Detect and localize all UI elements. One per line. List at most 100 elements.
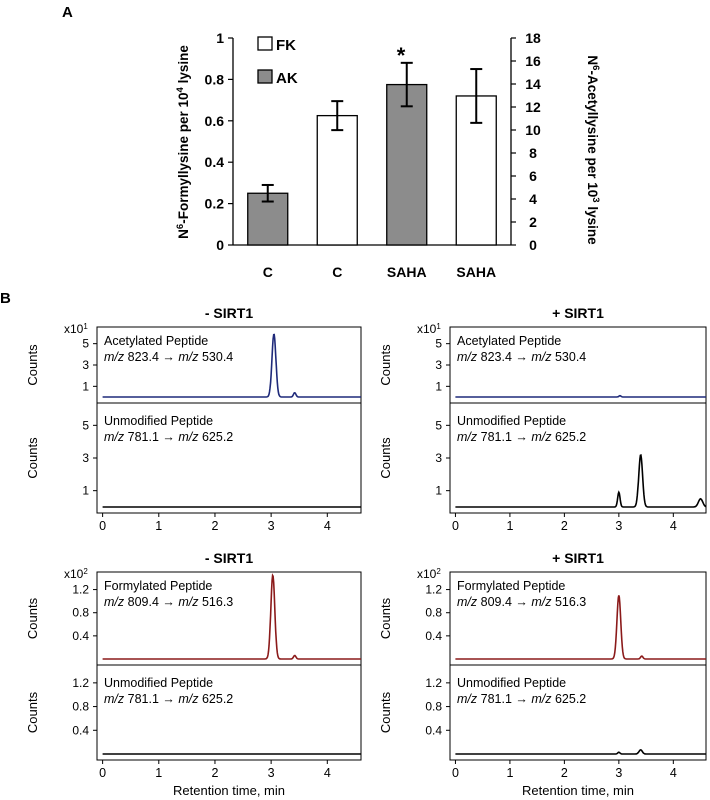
left-y-axis-label: N6-Formyllysine per 104 lysine bbox=[175, 45, 192, 239]
right-y-tick-label: 2 bbox=[529, 214, 537, 230]
y-tick-label: 1.2 bbox=[72, 676, 89, 690]
x-category-label: C bbox=[332, 264, 342, 280]
x-tick-label: 0 bbox=[452, 519, 459, 533]
x-tick-label: 4 bbox=[324, 519, 331, 533]
label-part: lysine bbox=[585, 203, 600, 246]
mz-value: 823.4 → bbox=[477, 350, 531, 364]
y-tick-label: 5 bbox=[435, 418, 442, 432]
mz-value: 809.4 → bbox=[477, 595, 531, 609]
mz-italic: m/z bbox=[104, 430, 125, 444]
superscript: 3 bbox=[591, 197, 602, 202]
scale-multiplier-exponent: 2 bbox=[436, 567, 441, 576]
scale-multiplier-exponent: 2 bbox=[83, 567, 88, 576]
superscript: 6 bbox=[591, 65, 602, 70]
mz-value: 781.1 → bbox=[477, 692, 531, 706]
y-tick-label: 0.4 bbox=[425, 629, 442, 643]
legend-label: AK bbox=[276, 70, 298, 87]
right-y-tick-label: 10 bbox=[525, 122, 541, 138]
panel-a-bars bbox=[247, 61, 497, 246]
mz-italic: m/z bbox=[178, 430, 199, 444]
x-tick-label: 1 bbox=[155, 766, 162, 780]
mz-value: 625.2 bbox=[551, 692, 586, 706]
left-y-tick-label: 0 bbox=[216, 237, 224, 253]
y-tick-label: 1.2 bbox=[72, 583, 89, 597]
x-tick-label: 3 bbox=[268, 766, 275, 780]
x-tick-label: 4 bbox=[324, 766, 331, 780]
y-tick-label: 5 bbox=[82, 418, 89, 432]
right-y-tick-label: 8 bbox=[529, 145, 537, 161]
superscript: 4 bbox=[175, 86, 186, 92]
y-tick-label: 0.8 bbox=[72, 700, 89, 714]
right-y-tick-label: 4 bbox=[529, 191, 537, 207]
y-tick-label: 0.8 bbox=[425, 606, 442, 620]
scale-multiplier: x101 bbox=[417, 322, 441, 337]
x-tick-label: 2 bbox=[211, 519, 218, 533]
mz-italic: m/z bbox=[178, 350, 199, 364]
trace-name: Formylated Peptide bbox=[104, 579, 212, 593]
x-tick-label: 2 bbox=[561, 519, 568, 533]
x-axis-label: Retention time, min bbox=[173, 783, 285, 798]
y-axis-label: Counts bbox=[25, 437, 40, 479]
scale-multiplier: x101 bbox=[64, 322, 88, 337]
trace-name: Unmodified Peptide bbox=[457, 414, 566, 428]
right-y-axis-label: N6-Acetyllysine per 103 lysine bbox=[585, 55, 602, 245]
y-tick-label: 3 bbox=[435, 358, 442, 372]
mz-value: 530.4 bbox=[551, 350, 586, 364]
bar bbox=[316, 114, 358, 246]
mz-italic: m/z bbox=[457, 692, 478, 706]
right-y-tick-label: 0 bbox=[529, 237, 537, 253]
mz-italic: m/z bbox=[104, 692, 125, 706]
panel-a-legend: FK AK bbox=[257, 36, 298, 87]
label-part: N bbox=[176, 229, 191, 239]
trace-name: Formylated Peptide bbox=[457, 579, 565, 593]
y-tick-label: 3 bbox=[82, 451, 89, 465]
transition-label: m/z 781.1 → m/z 625.2 bbox=[104, 430, 233, 444]
chromatogram-trace bbox=[455, 453, 707, 508]
label-part: -Acetyllysine per 10 bbox=[585, 70, 600, 197]
x-tick-label: 2 bbox=[561, 766, 568, 780]
transition-label: m/z 809.4 → m/z 516.3 bbox=[457, 595, 586, 609]
y-axis-label: Counts bbox=[25, 344, 40, 386]
trace-name: Acetylated Peptide bbox=[457, 334, 561, 348]
x-category-label: SAHA bbox=[387, 264, 427, 280]
trace-name: Acetylated Peptide bbox=[104, 334, 208, 348]
x-tick-label: 1 bbox=[506, 766, 513, 780]
left-y-tick-label: 0.4 bbox=[205, 154, 225, 170]
y-tick-label: 0.8 bbox=[425, 700, 442, 714]
plot-frame bbox=[96, 571, 362, 761]
mz-italic: m/z bbox=[531, 692, 552, 706]
scale-multiplier-exponent: 1 bbox=[436, 322, 441, 331]
plot-title: + SIRT1 bbox=[552, 550, 604, 566]
transition-label: m/z 823.4 → m/z 530.4 bbox=[457, 350, 586, 364]
right-y-tick-label: 6 bbox=[529, 168, 537, 184]
superscript: 6 bbox=[175, 224, 186, 229]
y-tick-label: 0.4 bbox=[72, 723, 89, 737]
y-tick-label: 0.8 bbox=[72, 606, 89, 620]
transition-label: m/z 781.1 → m/z 625.2 bbox=[457, 692, 586, 706]
mz-italic: m/z bbox=[531, 350, 552, 364]
legend-swatch bbox=[257, 36, 273, 51]
left-y-tick-label: 0.8 bbox=[205, 71, 225, 87]
y-tick-label: 1.2 bbox=[425, 583, 442, 597]
label-part: lysine bbox=[176, 45, 191, 88]
plot-title: - SIRT1 bbox=[205, 305, 253, 321]
chromatogram-trace bbox=[455, 749, 706, 755]
y-axis-label: Counts bbox=[378, 691, 393, 733]
mz-italic: m/z bbox=[457, 350, 478, 364]
y-tick-label: 1 bbox=[435, 379, 442, 393]
y-tick-label: 1 bbox=[82, 379, 89, 393]
bar bbox=[247, 192, 289, 246]
right-y-tick-label: 18 bbox=[525, 30, 541, 46]
label-part: N bbox=[585, 55, 600, 65]
trace-name: Unmodified Peptide bbox=[104, 676, 213, 690]
plot-frame bbox=[449, 326, 707, 514]
y-tick-label: 0.4 bbox=[72, 629, 89, 643]
significance-asterisk: * bbox=[397, 43, 406, 68]
chromatogram-trace bbox=[102, 333, 361, 398]
plot-frame bbox=[449, 571, 707, 761]
mz-italic: m/z bbox=[531, 595, 552, 609]
